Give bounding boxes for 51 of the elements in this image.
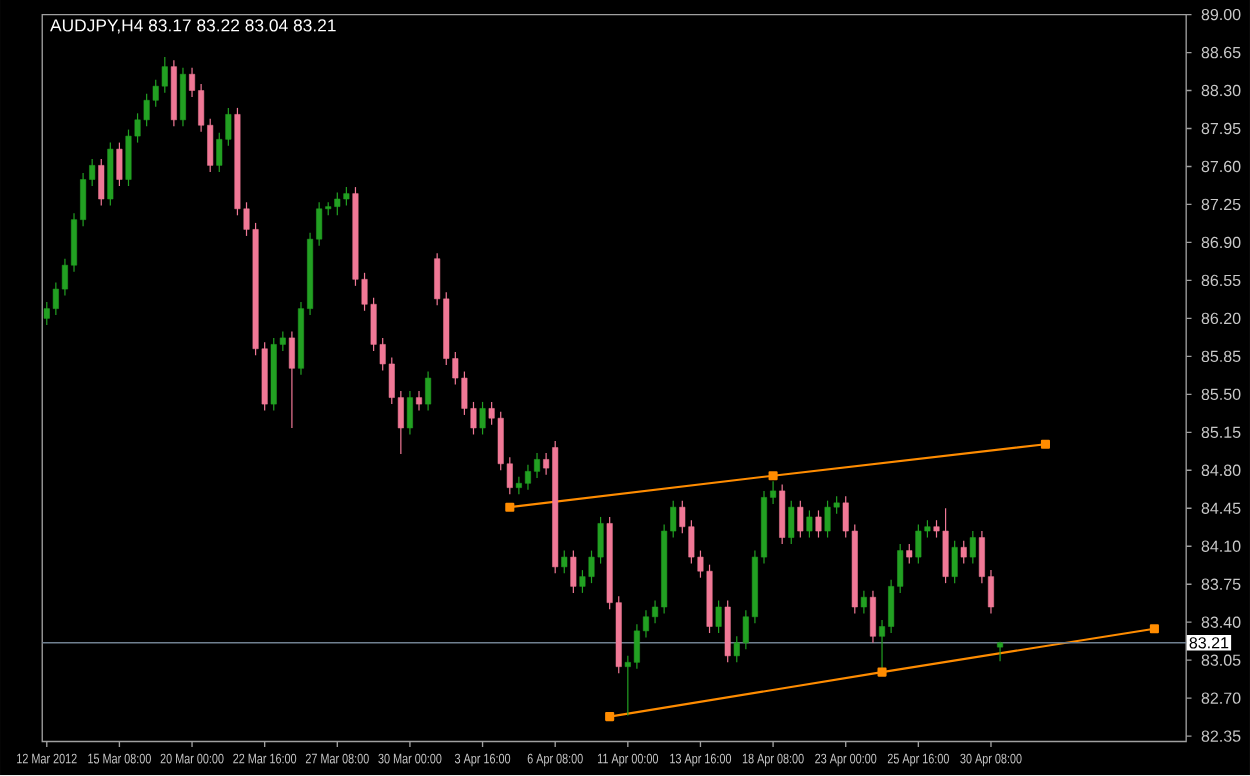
y-tick-label: 87.95 (1201, 123, 1241, 135)
y-tick-label: 82.35 (1201, 730, 1241, 743)
candlestick (779, 484, 786, 546)
point (1040, 440, 1050, 450)
y-tick-label: 87.25 (1201, 199, 1241, 211)
candlestick (416, 390, 423, 412)
candlestick (860, 590, 867, 615)
y-tick-label: 85.85 (1201, 351, 1241, 363)
candlestick (98, 158, 105, 207)
candlestick (715, 600, 722, 635)
point (1149, 624, 1159, 634)
candlestick (788, 500, 795, 546)
candlestick (406, 390, 413, 436)
y-tick-label: 85.50 (1201, 389, 1241, 401)
candlestick (951, 540, 958, 585)
candlestick (797, 500, 804, 539)
point (605, 712, 615, 722)
candlestick (425, 371, 432, 412)
candlestick (288, 331, 295, 429)
y-tick-label: 86.90 (1201, 237, 1241, 249)
y-tick-label: 88.65 (1201, 47, 1241, 59)
ref-line-label: 83.21 (1189, 637, 1229, 649)
candlestick (479, 401, 486, 436)
y-tick-label: 89.00 (1201, 9, 1241, 21)
candlestick (179, 67, 186, 128)
y-tick-label: 83.40 (1201, 616, 1241, 629)
y-tick-label: 85.15 (1201, 427, 1241, 439)
candlestick (116, 142, 123, 188)
candlestick (906, 543, 913, 565)
candlestick (960, 540, 967, 565)
y-tick-label: 83.75 (1201, 578, 1241, 591)
y-tick-label: 83.05 (1201, 654, 1241, 667)
candlestick (869, 590, 876, 644)
y-tick-label: 87.60 (1201, 161, 1241, 173)
y-tick-label: 86.20 (1201, 313, 1241, 325)
candlestick (806, 510, 813, 539)
candlestick (997, 641, 1004, 663)
candlestick (815, 510, 822, 539)
candlestick (969, 530, 976, 565)
y-tick-label: 84.45 (1201, 502, 1241, 515)
point (768, 471, 778, 481)
y-tick-label: 84.80 (1201, 465, 1241, 477)
candlestick (561, 550, 568, 575)
chart-title: AUDJPY,H4 83.17 83.22 83.04 83.21 (50, 19, 336, 34)
point (877, 667, 887, 678)
y-tick-label: 84.10 (1201, 540, 1241, 553)
y-tick-label: 82.70 (1201, 692, 1241, 705)
candlestick (570, 550, 577, 594)
point (505, 503, 515, 513)
y-tick-label: 88.30 (1201, 85, 1241, 97)
y-tick-label: 86.55 (1201, 275, 1241, 287)
